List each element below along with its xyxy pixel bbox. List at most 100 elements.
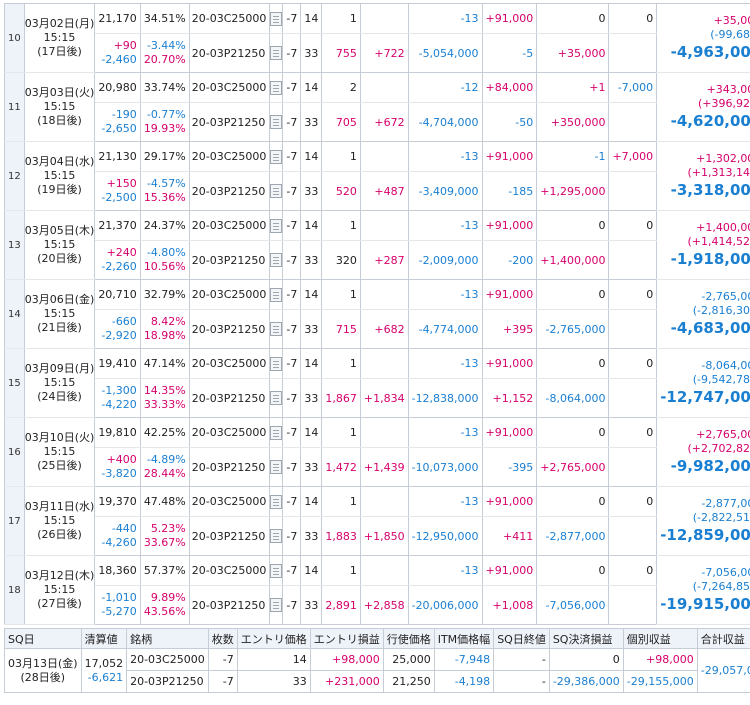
leg-sq2: -7,000 <box>608 72 658 103</box>
days-after-label: (26日後) <box>37 528 82 541</box>
row-index: 12 <box>4 141 25 211</box>
document-icon[interactable] <box>270 287 282 302</box>
price-change-total: -5,270 <box>101 605 137 618</box>
total-sub: (+2,702,823) <box>687 442 750 455</box>
document-icon[interactable] <box>270 529 282 543</box>
sq-price-change: -6,621 <box>87 670 124 684</box>
price-change-total: -4,260 <box>101 536 137 549</box>
leg-qty: -7 <box>282 378 302 418</box>
sq-days-after: (28日後) <box>20 670 66 684</box>
date-cell: 03月06日(金) 15:15 (21日後) <box>23 279 96 349</box>
price-change: -1,010 -5,270 <box>94 585 141 625</box>
total-value: -4,683,000 <box>670 319 750 337</box>
leg-detail-button[interactable] <box>269 378 284 418</box>
leg-sq1: -8,064,000 <box>536 378 610 418</box>
leg-current: 705 <box>321 102 361 142</box>
sq-entry-pl: +231,000 <box>309 670 384 693</box>
sq-entry: 14 <box>236 648 311 671</box>
document-icon[interactable] <box>270 460 282 474</box>
leg-itm: -2,009,000 <box>407 240 483 280</box>
document-icon[interactable] <box>270 46 282 60</box>
price-change: -190 -2,650 <box>94 102 141 142</box>
leg-qty: -7 <box>282 210 302 241</box>
leg-detail-button[interactable] <box>269 210 284 241</box>
document-icon[interactable] <box>270 115 282 129</box>
total-value: -4,963,000 <box>670 43 750 61</box>
leg-diff <box>359 141 409 172</box>
leg-itm: -13 <box>407 417 483 448</box>
leg-pl: +91,000 <box>481 348 538 379</box>
leg-itm: -20,006,000 <box>407 585 483 625</box>
document-icon[interactable] <box>270 391 282 405</box>
leg-qty: -7 <box>282 417 302 448</box>
total-pl: +35,000 <box>713 14 750 27</box>
date-cell: 03月02日(月) 15:15 (17日後) <box>23 3 96 73</box>
row-index: 17 <box>4 486 25 556</box>
price-change: -660 -2,920 <box>94 309 141 349</box>
day-row: 11 03月03日(火) 15:15 (18日後) 20,980 33.74% 20-03C… <box>4 72 750 142</box>
leg-detail-button[interactable] <box>269 585 284 625</box>
underlying-price: 18,360 <box>94 555 141 586</box>
leg-detail-button[interactable] <box>269 171 284 211</box>
leg-detail-button[interactable] <box>269 141 284 172</box>
sq-code: 20-03C25000 <box>126 648 209 671</box>
total-pl: +2,765,000 <box>696 428 750 441</box>
leg-detail-button[interactable] <box>269 348 284 379</box>
date-cell: 03月03日(火) 15:15 (18日後) <box>23 72 96 142</box>
sq-entry-pl: +98,000 <box>309 648 384 671</box>
leg-current: 2,891 <box>321 585 361 625</box>
leg-diff: +1,439 <box>359 447 409 487</box>
leg-itm: -13 <box>407 486 483 517</box>
leg-current: 2 <box>321 72 361 103</box>
leg-detail-button[interactable] <box>269 555 284 586</box>
document-icon[interactable] <box>270 149 282 164</box>
leg-detail-button[interactable] <box>269 3 284 34</box>
document-icon[interactable] <box>270 80 282 95</box>
leg-detail-button[interactable] <box>269 279 284 310</box>
leg-itm: -13 <box>407 555 483 586</box>
document-icon[interactable] <box>270 563 282 578</box>
document-icon[interactable] <box>270 253 282 267</box>
document-icon[interactable] <box>270 598 282 612</box>
underlying-price: 21,370 <box>94 210 141 241</box>
leg-itm: -13 <box>407 3 483 34</box>
document-icon[interactable] <box>270 356 282 371</box>
leg-qty: -7 <box>282 72 302 103</box>
leg-detail-button[interactable] <box>269 309 284 349</box>
leg-detail-button[interactable] <box>269 102 284 142</box>
pct-change-value: -4.57% <box>146 177 186 190</box>
document-icon[interactable] <box>270 11 282 26</box>
leg-sq2: 0 <box>608 279 658 310</box>
leg-detail-button[interactable] <box>269 33 284 73</box>
leg-sq1: 0 <box>536 210 610 241</box>
day-row-second: -660 -2,920 8.42% 18.98% 20-03P21250 -7 33 715 +… <box>5 309 750 349</box>
pct-change: -0.77% 19.93% <box>139 102 190 142</box>
volatility-pct: 42.25% <box>139 417 190 448</box>
document-icon[interactable] <box>270 322 282 336</box>
leg-detail-button[interactable] <box>269 447 284 487</box>
document-icon[interactable] <box>270 494 282 509</box>
time-label: 15:15 <box>43 514 76 527</box>
document-icon[interactable] <box>270 184 282 198</box>
leg-detail-button[interactable] <box>269 72 284 103</box>
leg-code: 20-03P21250 <box>188 309 271 349</box>
pct-change-total: 33.67% <box>143 536 186 549</box>
leg-code: 20-03C25000 <box>188 72 271 103</box>
leg-current: 1,867 <box>321 378 361 418</box>
document-icon[interactable] <box>270 218 282 233</box>
leg-detail-button[interactable] <box>269 417 284 448</box>
leg-entry: 33 <box>300 585 323 625</box>
leg-detail-button[interactable] <box>269 516 284 556</box>
document-icon[interactable] <box>270 425 282 440</box>
total-sub: (-2,822,516) <box>692 511 750 524</box>
pct-change-total: 20.70% <box>143 53 186 66</box>
total-value: -19,915,000 <box>660 595 750 613</box>
leg-entry: 33 <box>300 33 323 73</box>
total-cell: -7,056,000(-7,264,852) -19,915,000 <box>656 555 750 625</box>
day-row: 14 03月06日(金) 15:15 (21日後) 20,710 32.79% 20-03C… <box>4 279 750 349</box>
total-value: -1,918,000 <box>670 250 750 268</box>
leg-detail-button[interactable] <box>269 486 284 517</box>
leg-detail-button[interactable] <box>269 240 284 280</box>
underlying-price: 20,710 <box>94 279 141 310</box>
pct-change-value: 5.23% <box>150 522 186 535</box>
